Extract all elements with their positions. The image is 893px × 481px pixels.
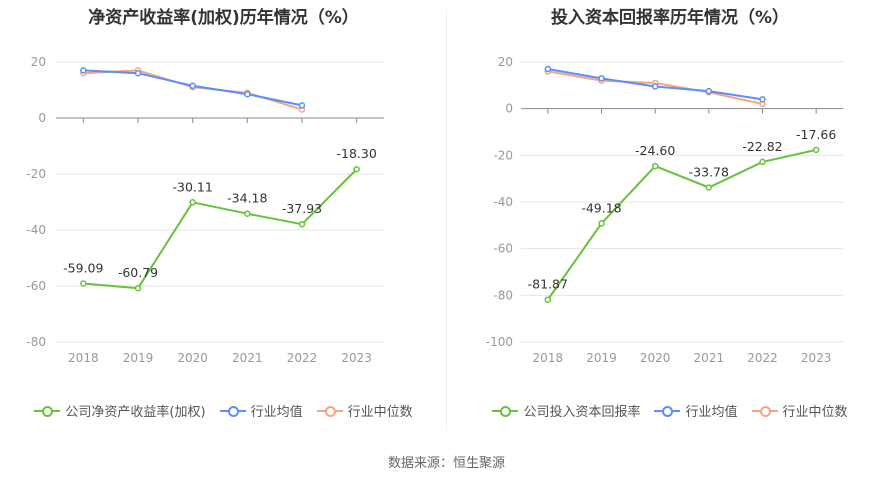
chart-title: 净资产收益率(加权)历年情况（%） — [88, 8, 359, 28]
y-tick-label: -80 — [26, 335, 46, 349]
legend-item-industry-median[interactable]: 行业中位数 — [751, 401, 848, 420]
legend-line-marker — [492, 405, 519, 417]
legend-label: 行业均值 — [685, 405, 738, 420]
y-tick-label: -20 — [26, 167, 46, 181]
data-point — [298, 220, 306, 228]
legend-label: 行业中位数 — [347, 405, 413, 420]
data-point — [134, 69, 142, 77]
data-point — [80, 280, 87, 287]
chart-title: 投入资本回报率历年情况（%） — [550, 8, 790, 28]
legend-line-marker — [654, 405, 681, 417]
x-tick-label: 2023 — [801, 351, 832, 365]
y-tick-label: -80 — [493, 288, 513, 302]
data-label: -17.66 — [796, 127, 836, 142]
legend-item-industry-median[interactable]: 行业中位数 — [316, 401, 413, 420]
x-tick-label: 2021 — [694, 351, 725, 365]
y-tick-label: 20 — [498, 55, 513, 69]
data-point — [244, 210, 251, 217]
x-tick-label: 2023 — [341, 351, 372, 365]
x-tick-label: 2022 — [747, 351, 778, 365]
data-label: -33.78 — [689, 164, 729, 179]
chart-legend: 公司净资产收益率(加权) 行业均值 行业中位数 — [0, 401, 447, 420]
data-point — [189, 82, 196, 90]
data-point — [80, 67, 87, 74]
data-point — [298, 102, 306, 109]
legend-item-company[interactable]: 公司投入资本回报率 — [492, 401, 640, 420]
x-tick-label: 2019 — [123, 351, 154, 365]
y-tick-label: -40 — [493, 195, 513, 209]
legend-line-marker — [34, 405, 61, 417]
chart-legend: 公司投入资本回报率 行业均值 行业中位数 — [447, 401, 893, 420]
legend-label: 行业均值 — [250, 405, 303, 420]
data-label: -18.30 — [337, 146, 377, 161]
y-tick-label: 20 — [31, 55, 46, 69]
chart-roic-plot: 20 0 -20 -40 -60 -80 -100 2018 2019 2020 2021 2022 2… — [486, 55, 843, 365]
chart-roe-panel: 净资产收益率(加权)历年情况（%） 20 0 -20 -40 -60 -80 2018 201… — [0, 0, 447, 430]
legend-item-industry-avg[interactable]: 行业均值 — [219, 401, 303, 420]
y-tick-label: 0 — [38, 111, 46, 125]
data-point — [189, 199, 196, 206]
legend-label: 行业中位数 — [782, 405, 848, 420]
data-point — [705, 87, 713, 95]
data-point — [134, 284, 142, 292]
series-line — [83, 168, 358, 290]
x-tick-label: 2018 — [68, 351, 99, 365]
y-tick-label: 0 — [505, 102, 513, 116]
data-point — [598, 75, 605, 82]
legend-item-company[interactable]: 公司净资产收益率(加权) — [34, 401, 206, 420]
data-point — [759, 158, 766, 166]
legend-line-marker — [219, 405, 246, 417]
y-tick-label: -100 — [486, 335, 513, 349]
chart-roe-plot: 20 0 -20 -40 -60 -80 2018 2019 2020 2021 2022 2023 -… — [26, 55, 384, 365]
x-tick-label: 2019 — [586, 351, 617, 365]
data-label: -30.11 — [173, 179, 213, 194]
data-point — [598, 220, 605, 227]
legend-line-marker — [316, 405, 343, 417]
x-tick-label: 2021 — [232, 351, 263, 365]
data-point — [651, 162, 659, 170]
chart-roic-panel: 投入资本回报率历年情况（%） 20 0 -20 -40 -60 -80 -100 2018 20… — [447, 0, 893, 430]
data-label: -37.93 — [282, 201, 322, 216]
legend-line-marker — [751, 405, 778, 417]
x-tick-label: 2022 — [287, 351, 318, 365]
data-point — [353, 165, 360, 173]
y-tick-label: -20 — [493, 148, 513, 162]
data-point — [812, 146, 820, 154]
panel-divider — [446, 10, 447, 430]
data-label: -34.18 — [227, 191, 267, 206]
data-label: -22.82 — [742, 139, 782, 154]
data-point — [651, 83, 659, 90]
data-point — [544, 65, 552, 73]
legend-item-industry-avg[interactable]: 行业均值 — [654, 401, 738, 420]
y-tick-label: -60 — [493, 242, 513, 256]
data-point — [544, 296, 552, 303]
data-point — [244, 90, 251, 98]
series-line — [547, 148, 817, 301]
data-point — [705, 184, 713, 191]
legend-label: 公司净资产收益率(加权) — [65, 405, 206, 420]
data-label: -60.79 — [118, 265, 158, 280]
data-label: -24.60 — [635, 143, 675, 158]
y-tick-label: -60 — [26, 279, 46, 293]
data-label: -81.87 — [528, 277, 568, 292]
data-point — [759, 96, 766, 103]
data-label: -59.09 — [63, 260, 103, 275]
x-tick-label: 2020 — [177, 351, 208, 365]
x-tick-label: 2018 — [533, 351, 564, 365]
data-label: -49.18 — [581, 200, 621, 215]
y-tick-label: -40 — [26, 223, 46, 237]
legend-label: 公司投入资本回报率 — [523, 405, 641, 420]
x-tick-label: 2020 — [640, 351, 671, 365]
source-note: 数据来源：恒生聚源 — [387, 456, 505, 471]
